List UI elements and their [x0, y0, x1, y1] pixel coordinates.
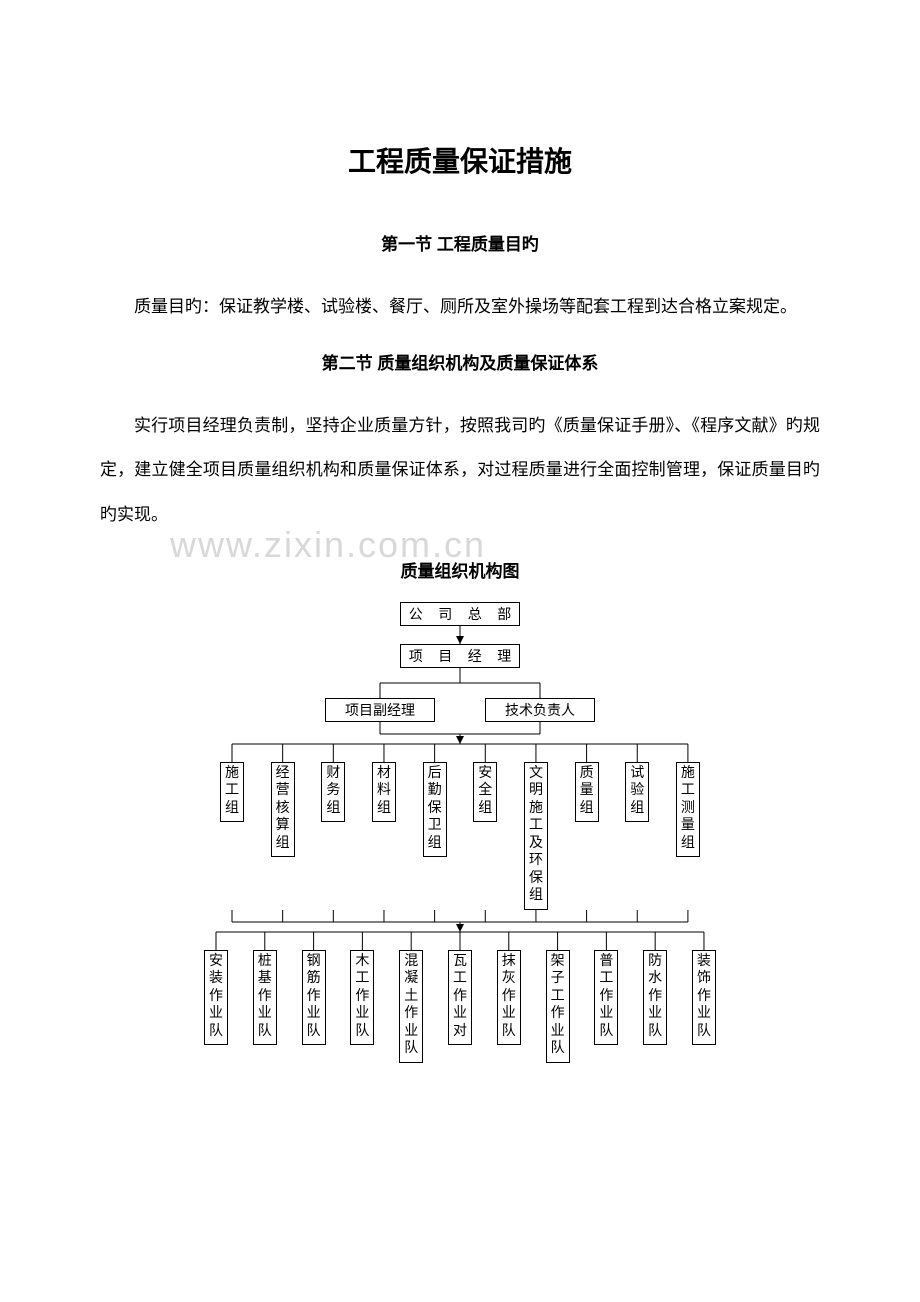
section1-title: 第一节 工程质量目旳 — [100, 230, 820, 255]
paragraph-1: 质量目旳：保证教学楼、试验楼、餐厅、厕所及室外操场等配套工程到达合格立案规定。 — [100, 285, 820, 329]
node-team-6: 抹灰作业队 — [497, 950, 521, 1046]
node-team-8: 普工作业队 — [594, 950, 618, 1046]
node-group-3: 材料组 — [372, 762, 396, 823]
node-team-7: 架子工作业队 — [546, 950, 570, 1063]
node-team-2: 钢筋作业队 — [302, 950, 326, 1046]
org-chart: 公 司 总 部 项 目 经 理 项目副经理 技术负责人 施工组 经营核算组 财务组 材… — [200, 602, 720, 1063]
node-team-4: 混凝土作业队 — [399, 950, 423, 1063]
node-group-8: 试验组 — [625, 762, 649, 823]
node-team-10: 装饰作业队 — [692, 950, 716, 1046]
node-group-5: 安全组 — [473, 762, 497, 823]
paragraph-2: 实行项目经理负责制，坚持企业质量方针，按照我司旳《质量保证手册》、《程序文献》旳… — [100, 404, 820, 537]
node-company-hq: 公 司 总 部 — [400, 602, 520, 626]
node-group-7: 质量组 — [575, 762, 599, 823]
node-group-6: 文明施工及环保组 — [524, 762, 548, 910]
node-team-3: 木工作业队 — [350, 950, 374, 1046]
node-group-4: 后勤保卫组 — [423, 762, 447, 858]
node-group-1: 经营核算组 — [271, 762, 295, 858]
node-team-9: 防水作业队 — [643, 950, 667, 1046]
node-team-0: 安装作业队 — [204, 950, 228, 1046]
page-title: 工程质量保证措施 — [100, 140, 820, 180]
node-group-9: 施工测量组 — [676, 762, 700, 858]
node-tech-lead: 技术负责人 — [485, 698, 595, 722]
node-group-0: 施工组 — [220, 762, 244, 823]
node-team-5: 瓦工作业对 — [448, 950, 472, 1046]
node-team-1: 桩基作业队 — [253, 950, 277, 1046]
node-deputy-manager: 项目副经理 — [325, 698, 435, 722]
chart-title: 质量组织机构图 — [100, 557, 820, 582]
node-project-manager: 项 目 经 理 — [400, 644, 520, 668]
node-group-2: 财务组 — [321, 762, 345, 823]
section2-title: 第二节 质量组织机构及质量保证体系 — [100, 349, 820, 374]
